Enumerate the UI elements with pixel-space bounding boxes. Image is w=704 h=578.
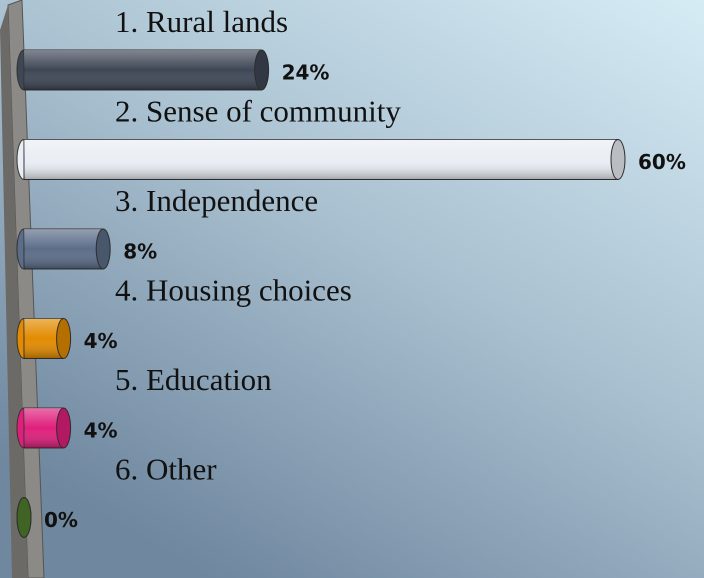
bar-shade: [24, 139, 618, 180]
bar-end-cap: [610, 139, 626, 180]
bar-end-cap: [254, 49, 270, 91]
value-label: 60%: [638, 150, 686, 174]
category-label: 2. Sense of community: [115, 94, 401, 129]
bar-end-cap-shade: [254, 50, 269, 90]
bar-shade: [24, 50, 262, 90]
bar-end-cap-shade: [17, 497, 31, 538]
bar-shade: [24, 229, 104, 269]
bar-end-cap: [95, 228, 111, 270]
bar-end-cap: [56, 318, 72, 359]
bar-end-cap-shade: [611, 139, 625, 180]
category-label: 1. Rural lands: [115, 4, 288, 39]
value-label: 4%: [84, 329, 118, 353]
category-label: 6. Other: [115, 452, 217, 487]
bar-end-cap: [56, 407, 72, 449]
category-label: 4. Housing choices: [115, 273, 352, 308]
bar-end-cap-shade: [56, 408, 71, 448]
value-label: 4%: [84, 419, 118, 443]
value-label: 0%: [44, 508, 78, 532]
bar-end-cap: [16, 497, 32, 538]
value-label: 24%: [282, 61, 330, 85]
category-label: 5. Education: [115, 362, 272, 397]
bar-end-cap-shade: [56, 318, 71, 359]
bar-end-cap-shade: [96, 229, 111, 269]
category-label: 3. Independence: [115, 183, 318, 218]
value-label: 8%: [123, 240, 157, 264]
